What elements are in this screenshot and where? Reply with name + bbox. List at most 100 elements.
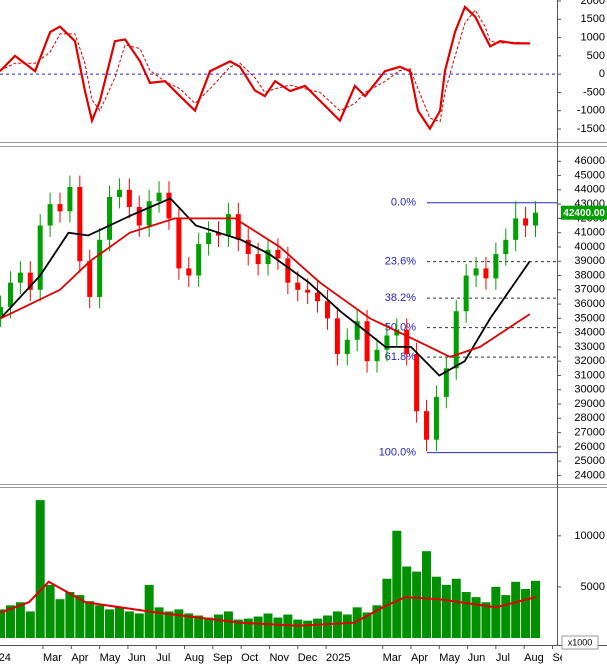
x-tick-label: 2025 (326, 652, 350, 664)
y-tick-label: 37000 (574, 284, 605, 296)
price-plot: 0.0%23.6%38.2%50.0%61.8%100.0% (0, 175, 557, 458)
candle-body (176, 218, 182, 269)
x-tick-label: Sep (213, 652, 233, 664)
x-axis: 2024 Mar Apr May Jun Jul Aug Sep Oct Nov Dec 2025 Ma… (0, 652, 572, 664)
candle-body (77, 186, 83, 262)
volume-bar (194, 615, 204, 638)
volume-bar (451, 578, 461, 638)
volume-bar (263, 613, 273, 638)
candle-body (374, 349, 380, 362)
candle-body (315, 292, 321, 302)
candle-body (493, 254, 499, 279)
x-tick-label: Jun (128, 652, 146, 664)
x-tick-label: Apr (71, 652, 88, 664)
candle-body (443, 368, 449, 397)
y-tick-label: -1500 (577, 123, 605, 135)
candle-body (532, 212, 538, 226)
volume-bar (431, 576, 441, 638)
x-tick-label: Oct (241, 652, 258, 664)
volume-bar (283, 614, 293, 638)
y-tick-label: 46000 (574, 155, 605, 167)
candle-body (166, 192, 172, 219)
candle-body (67, 186, 73, 212)
candle-body (116, 189, 122, 197)
x-tick-label: Mar (383, 652, 402, 664)
volume-bar (481, 602, 491, 638)
candle-body (126, 189, 132, 207)
candle-body (424, 411, 430, 440)
unit-box (561, 635, 599, 650)
x-tick-label: 2024 (0, 652, 11, 664)
fib-label: 0.0% (391, 197, 416, 209)
axes: 2000150010005000-500-1000-15002400025000… (42, 0, 607, 650)
fib-label: 61.8% (385, 351, 416, 363)
volume-bar (114, 607, 124, 638)
y-tick-label: 34000 (574, 327, 605, 339)
y-tick-label: 29000 (574, 398, 605, 410)
candle-body (463, 275, 469, 312)
candle-body (215, 232, 221, 236)
candle-body (334, 318, 340, 355)
volume-bar (45, 584, 55, 638)
volume-bar (441, 584, 451, 638)
candle-body (404, 329, 410, 355)
x-tick-label: May (439, 652, 460, 664)
x-tick-label: Sep (552, 652, 572, 664)
y-tick-label: 5000 (581, 581, 605, 593)
volume-bar (521, 588, 531, 638)
candle-body (255, 254, 261, 265)
y-tick-label: 25000 (574, 455, 605, 467)
x-tick-label: Aug (185, 652, 205, 664)
candle-body (344, 339, 350, 355)
volume-bar (253, 616, 263, 638)
line (0, 217, 531, 358)
volume-bar (184, 613, 194, 638)
candle-body (285, 258, 291, 283)
y-tick-label: 2000 (581, 0, 605, 7)
volume-bar (0, 609, 6, 638)
y-tick-label: -1000 (577, 105, 605, 117)
volume-bar (35, 500, 45, 638)
x-tick-label: Apr (411, 652, 428, 664)
y-tick-label: 1000 (581, 31, 605, 43)
candle-body (27, 272, 33, 290)
candle-body (364, 321, 370, 362)
y-tick-label: 41000 (574, 227, 605, 239)
candle-body (0, 306, 4, 316)
fib-label: 38.2% (385, 292, 416, 304)
x-tick-label: Aug (524, 652, 544, 664)
candle-body (17, 272, 23, 283)
y-tick-label: 30000 (574, 384, 605, 396)
y-tick-label: 10000 (574, 530, 605, 542)
candle-body (156, 192, 162, 202)
y-tick-label: 38000 (574, 269, 605, 281)
volume-bar (105, 609, 115, 638)
candle-body (275, 249, 281, 259)
last-price-label: 42400.00 (563, 208, 605, 219)
volume-bar (5, 605, 15, 638)
line (0, 4, 531, 131)
volume-bar (164, 611, 174, 638)
candle-body (37, 225, 43, 290)
volume-bar (134, 613, 144, 638)
y-tick-label: 32000 (574, 355, 605, 367)
line (0, 580, 536, 627)
y-tick-label: 45000 (574, 169, 605, 181)
y-tick-label: 0 (599, 68, 605, 80)
candle-body (186, 268, 192, 276)
fib-label: 100.0% (379, 446, 417, 458)
volume-bar (372, 605, 382, 638)
candle-body (97, 239, 103, 297)
y-tick-label: 39000 (574, 255, 605, 267)
y-tick-label: 28000 (574, 412, 605, 424)
volume-bar (392, 530, 402, 638)
candle-body (513, 218, 519, 240)
volume-bar (382, 578, 392, 638)
volume-bar (501, 595, 511, 638)
volume-unit: x1000 (568, 637, 593, 647)
volume-bar (204, 617, 214, 638)
candle-body (453, 311, 459, 369)
x-tick-label: Dec (298, 652, 318, 664)
